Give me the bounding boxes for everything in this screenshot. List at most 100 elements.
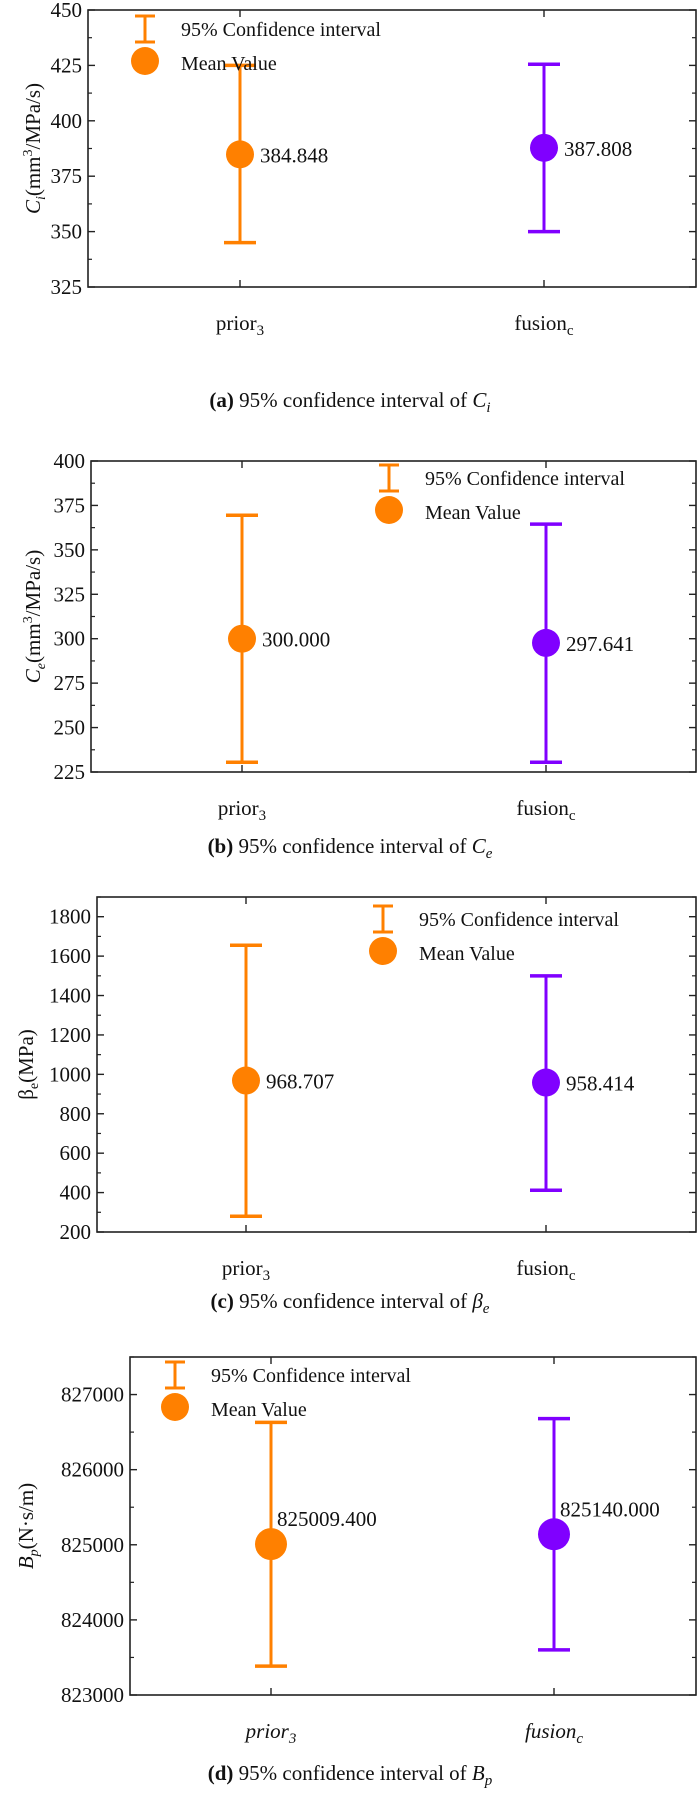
y-axis-symbol: β [14,1089,38,1100]
y-tick-label: 1000 [49,1062,91,1086]
y-tick-label: 1200 [49,1023,91,1047]
y-tick-label: 400 [51,109,83,133]
caption-subscript: e [483,1301,490,1317]
caption-text: 95% confidence interval of [234,1289,473,1313]
x-category-label: prior3 [244,1719,297,1747]
mean-marker-prior3 [255,1528,287,1561]
chart-panel-d: 823000 824000 825000 826000 827000 prior3 fusi… [14,1356,697,1789]
legend-mean-marker-icon [369,937,397,965]
caption-symbol: C [472,834,487,858]
legend: 95% Confidence interval Mean Value [131,14,381,75]
mean-value-label: 958.414 [566,1072,635,1096]
y-axis-label: Bp(N·s/m) [14,1483,42,1569]
panel-caption: (c) 95% confidence interval of βe [211,1289,490,1317]
y-axis-unit: (mm [21,156,45,196]
y-axis-symbol: C [21,199,45,214]
mean-marker-prior3 [226,140,254,169]
category-name: prior [244,1719,290,1743]
x-category-label: fusionc [525,1719,583,1747]
legend-ci-label: 95% Confidence interval [425,468,625,490]
mean-value-label: 384.848 [260,143,328,167]
category-subscript: 3 [257,323,265,339]
x-category-label: fusionc [516,1256,576,1284]
x-category-label: prior3 [222,1256,270,1284]
y-tick-label: 827000 [61,1383,124,1407]
y-tick-label: 400 [54,449,86,473]
legend-mean-label: Mean Value [181,53,277,75]
mean-value-label: 825140.000 [560,1497,660,1521]
category-name: fusion [525,1719,576,1743]
y-tick-label: 826000 [61,1458,124,1482]
legend-mean-label: Mean Value [211,1399,307,1421]
y-tick-label: 300 [54,627,86,651]
caption-prefix: (d) [208,1761,234,1785]
category-subscript: c [569,808,576,824]
y-axis-subscript: e [34,663,49,669]
legend: 95% Confidence interval Mean Value [161,1360,411,1421]
y-axis-symbol: B [14,1556,38,1569]
y-axis-subscript: i [34,196,49,200]
y-tick-label: 600 [60,1141,92,1165]
y-axis-label: Ce(mm3/MPa/s) [21,550,49,683]
y-axis-symbol: C [21,668,45,683]
plot-frame [129,1356,697,1696]
mean-value-label: 300.000 [262,628,330,652]
panel-caption: (a) 95% confidence interval of Ci [209,388,490,416]
y-axis-unit-superscript: 3 [21,149,36,156]
panel-caption: (d) 95% confidence interval of Bp [208,1761,493,1789]
caption-symbol: C [472,388,487,412]
mean-value-label: 825009.400 [277,1507,377,1531]
category-name: fusion [516,796,569,820]
y-axis-unit-superscript: 3 [21,616,36,623]
y-tick-label: 824000 [61,1608,124,1632]
y-tick-label: 375 [51,164,83,188]
y-axis-label: Ci(mm3/MPa/s) [21,83,49,214]
caption-subscript: p [484,1773,493,1789]
y-tick-label: 800 [60,1102,92,1126]
x-category-label: prior3 [218,796,266,824]
y-axis-subscript: e [27,1083,42,1089]
mean-marker-fusionc [530,133,558,162]
y-tick-label: 350 [51,220,83,244]
category-subscript: c [569,1268,576,1284]
y-tick-label: 225 [54,760,86,784]
mean-value-label: 297.641 [566,632,634,656]
y-axis-subscript: p [27,1549,42,1557]
legend-mean-label: Mean Value [425,502,521,524]
category-subscript: c [576,1731,583,1747]
y-tick-label: 375 [54,493,86,517]
mean-marker-prior3 [232,1066,260,1095]
y-tick-label: 200 [60,1220,92,1244]
mean-value-label: 387.808 [564,137,632,161]
legend-ci-label: 95% Confidence interval [419,909,619,931]
category-name: fusion [514,311,567,335]
mean-marker-prior3 [228,624,256,653]
mean-value-label: 968.707 [266,1070,334,1094]
legend-ci-label: 95% Confidence interval [181,19,381,41]
legend-mean-marker-icon [161,1393,189,1421]
category-subscript: 3 [259,808,267,824]
legend-mean-label: Mean Value [419,943,515,965]
y-tick-label: 400 [60,1181,92,1205]
category-subscript: 3 [288,1731,297,1747]
y-tick-label: 825000 [61,1533,124,1557]
y-tick-label: 350 [54,538,86,562]
y-tick-label: 425 [51,53,83,77]
caption-subscript: e [486,846,493,862]
y-tick-label: 325 [54,582,86,606]
category-name: fusion [516,1256,569,1280]
legend-mean-marker-icon [131,47,159,75]
y-tick-label: 250 [54,716,86,740]
panel-caption: (b) 95% confidence interval of Ce [208,834,493,862]
legend: 95% Confidence interval Mean Value [375,463,625,524]
y-axis-unit: (N·s/m) [14,1483,38,1550]
category-name: prior [222,1256,263,1280]
chart-panel-c: 200 400 600 800 1000 1200 1400 1600 1800 prior3 fu… [14,896,697,1317]
legend-mean-marker-icon [375,496,403,524]
category-name: prior [216,311,257,335]
caption-text: 95% confidence interval of [233,1761,472,1785]
y-axis-unit: (MPa) [14,1029,38,1083]
